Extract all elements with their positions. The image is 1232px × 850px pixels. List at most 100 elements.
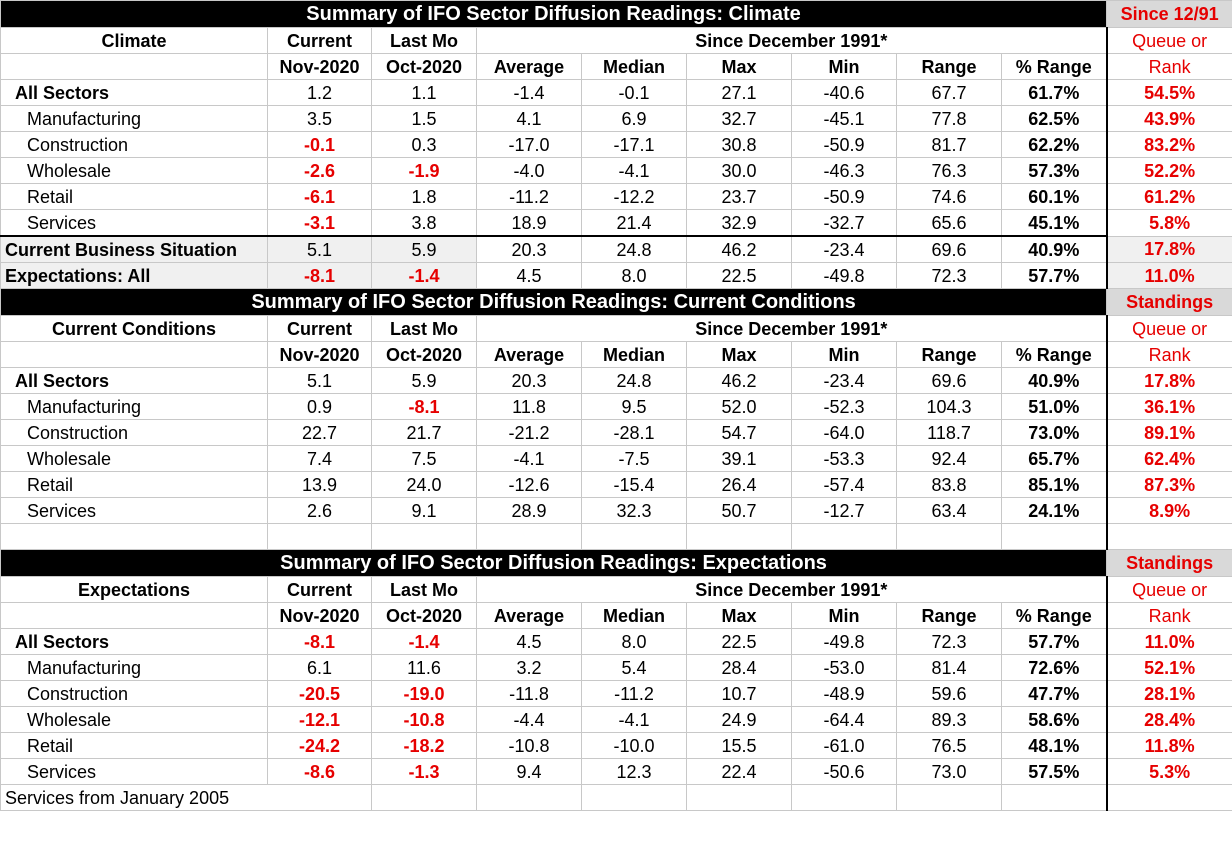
climate-extra-value-cell: 57.7%	[1000, 262, 1108, 289]
expectations-value-cell: 28.4	[686, 654, 792, 681]
climate-extra-value-cell: 4.5	[476, 262, 582, 289]
climate-value-cell: -17.1	[581, 131, 687, 158]
blank-cell	[476, 784, 582, 811]
expectations-row-label: Services	[0, 758, 268, 785]
current-col-header: Median	[581, 341, 687, 368]
expectations-since-header: Since December 1991*	[475, 576, 1108, 603]
expectations-value-cell: 24.9	[686, 706, 792, 733]
current-value-cell: 26.4	[686, 471, 792, 498]
current-value-cell: -12.6	[476, 471, 582, 498]
blank-cell	[0, 53, 268, 80]
blank-cell	[0, 341, 268, 368]
climate-value-cell: -3.1	[267, 209, 372, 237]
climate-value-cell: -46.3	[791, 157, 897, 184]
climate-value-cell: 4.1	[476, 105, 582, 132]
climate-extra-value-cell: 8.0	[581, 262, 687, 289]
climate-queue-header: Queue or	[1105, 27, 1232, 54]
current-value-cell: 7.5	[371, 445, 477, 472]
climate-col-header: Min	[791, 53, 897, 80]
climate-value-cell: 1.1	[371, 79, 477, 106]
current-value-cell: 118.7	[896, 419, 1002, 446]
current-value-cell: 24.8	[581, 367, 687, 394]
climate-col-header: Max	[686, 53, 792, 80]
current-value-cell: 24.0	[371, 471, 477, 498]
expectations-value-cell: -11.8	[476, 680, 582, 707]
climate-value-cell: 6.9	[581, 105, 687, 132]
current-col-header: Average	[476, 341, 582, 368]
expectations-value-cell: -53.0	[791, 654, 897, 681]
climate-current-date: Nov-2020	[267, 53, 372, 80]
expectations-value-cell: 57.5%	[1000, 758, 1108, 785]
current-value-cell: 9.5	[581, 393, 687, 420]
current-value-cell: 11.8	[476, 393, 582, 420]
expectations-value-cell: -20.5	[267, 680, 372, 707]
expectations-value-cell: 15.5	[686, 732, 792, 759]
current-value-cell: -23.4	[791, 367, 897, 394]
spacer-cell	[686, 523, 792, 550]
blank-cell	[581, 784, 687, 811]
blank-cell	[686, 784, 792, 811]
climate-value-cell: 45.1%	[1000, 209, 1108, 237]
climate-value-cell: 43.9%	[1105, 105, 1232, 132]
expectations-value-cell: 47.7%	[1000, 680, 1108, 707]
expectations-current-date: Nov-2020	[267, 602, 372, 629]
spacer-cell	[267, 523, 372, 550]
current-col-header: Min	[791, 341, 897, 368]
climate-value-cell: 27.1	[686, 79, 792, 106]
expectations-col-header: Min	[791, 602, 897, 629]
current-value-cell: 32.3	[581, 497, 687, 524]
current-col-header: Max	[686, 341, 792, 368]
climate-extra-value-cell: 24.8	[581, 235, 687, 263]
expectations-value-cell: 4.5	[476, 628, 582, 655]
expectations-queue-header: Queue or	[1105, 576, 1232, 603]
current-row-label-header: Current Conditions	[0, 315, 268, 342]
spacer-cell	[791, 523, 897, 550]
expectations-last-date: Oct-2020	[371, 602, 477, 629]
expectations-value-cell: -12.1	[267, 706, 372, 733]
expectations-value-cell: 12.3	[581, 758, 687, 785]
climate-value-cell: 52.2%	[1105, 157, 1232, 184]
climate-value-cell: 61.7%	[1000, 79, 1108, 106]
current-value-cell: 52.0	[686, 393, 792, 420]
climate-value-cell: 77.8	[896, 105, 1002, 132]
current-row-label: Retail	[0, 471, 268, 498]
current-value-cell: 92.4	[896, 445, 1002, 472]
current-last-date: Oct-2020	[371, 341, 477, 368]
expectations-last-mo-header: Last Mo	[371, 576, 477, 603]
expectations-value-cell: 22.5	[686, 628, 792, 655]
blank-cell	[1000, 784, 1108, 811]
climate-value-cell: 1.8	[371, 183, 477, 210]
climate-extra-value-cell: 46.2	[686, 235, 792, 263]
climate-value-cell: -1.4	[476, 79, 582, 106]
climate-side-title: Since 12/91	[1106, 0, 1232, 28]
expectations-rank-header: Rank	[1105, 602, 1232, 629]
expectations-row-label: Retail	[0, 732, 268, 759]
expectations-value-cell: -10.8	[371, 706, 477, 733]
expectations-value-cell: 3.2	[476, 654, 582, 681]
current-side-title: Standings	[1106, 288, 1232, 316]
current-row-label: Wholesale	[0, 445, 268, 472]
current-value-cell: 8.9%	[1105, 497, 1232, 524]
climate-rank-header: Rank	[1105, 53, 1232, 80]
current-value-cell: -15.4	[581, 471, 687, 498]
climate-extra-value-cell: 20.3	[476, 235, 582, 263]
blank-cell	[791, 784, 897, 811]
current-value-cell: 50.7	[686, 497, 792, 524]
expectations-value-cell: 73.0	[896, 758, 1002, 785]
current-value-cell: 51.0%	[1000, 393, 1108, 420]
climate-last-mo-header: Last Mo	[371, 27, 477, 54]
expectations-value-cell: -64.4	[791, 706, 897, 733]
climate-value-cell: -2.6	[267, 157, 372, 184]
climate-last-date: Oct-2020	[371, 53, 477, 80]
current-value-cell: 28.9	[476, 497, 582, 524]
expectations-value-cell: 72.3	[896, 628, 1002, 655]
expectations-value-cell: -11.2	[581, 680, 687, 707]
expectations-value-cell: 72.6%	[1000, 654, 1108, 681]
current-value-cell: 13.9	[267, 471, 372, 498]
climate-value-cell: 67.7	[896, 79, 1002, 106]
expectations-value-cell: 52.1%	[1105, 654, 1232, 681]
expectations-value-cell: -50.6	[791, 758, 897, 785]
spacer-cell	[0, 523, 268, 550]
climate-section-title: Summary of IFO Sector Diffusion Readings…	[0, 0, 1108, 28]
